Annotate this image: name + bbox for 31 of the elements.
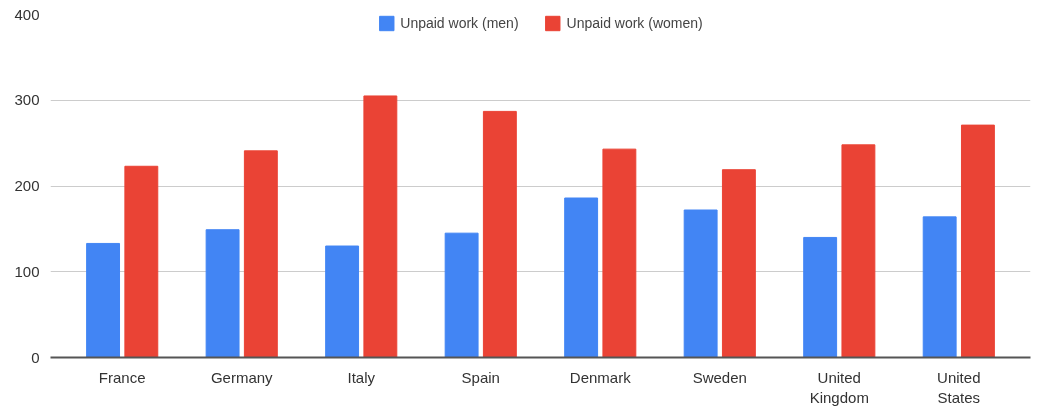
bar xyxy=(803,236,838,358)
bar xyxy=(444,232,479,358)
y-tick-label: 200 xyxy=(14,177,40,194)
bar xyxy=(602,148,637,358)
legend-label: Unpaid work (women) xyxy=(566,15,703,31)
y-tick-label: 300 xyxy=(14,91,40,109)
bar xyxy=(124,165,159,358)
bar xyxy=(721,169,756,358)
x-tick-label: United Kingdom xyxy=(809,368,869,406)
x-tick-label: United States xyxy=(937,368,981,406)
y-tick-label: 100 xyxy=(14,262,40,280)
legend-label: Unpaid work (men) xyxy=(400,15,519,31)
bar xyxy=(243,150,278,358)
bar xyxy=(325,245,360,358)
bar xyxy=(683,209,718,358)
x-tick-label: Germany xyxy=(210,368,274,386)
bar xyxy=(86,242,121,358)
bar xyxy=(363,95,398,358)
x-tick-label: Sweden xyxy=(692,368,747,386)
x-tick-label: Spain xyxy=(461,368,500,386)
x-tick-label: Denmark xyxy=(569,368,632,386)
y-tick-label: 0 xyxy=(31,348,40,366)
bar xyxy=(960,124,995,358)
bar xyxy=(841,144,876,358)
bar xyxy=(922,216,957,358)
x-tick-label: France xyxy=(98,368,146,386)
bar xyxy=(482,110,517,358)
bar xyxy=(205,229,240,358)
bar xyxy=(564,197,599,358)
y-tick-label: 400 xyxy=(14,5,40,23)
x-tick-label: Italy xyxy=(347,368,376,386)
